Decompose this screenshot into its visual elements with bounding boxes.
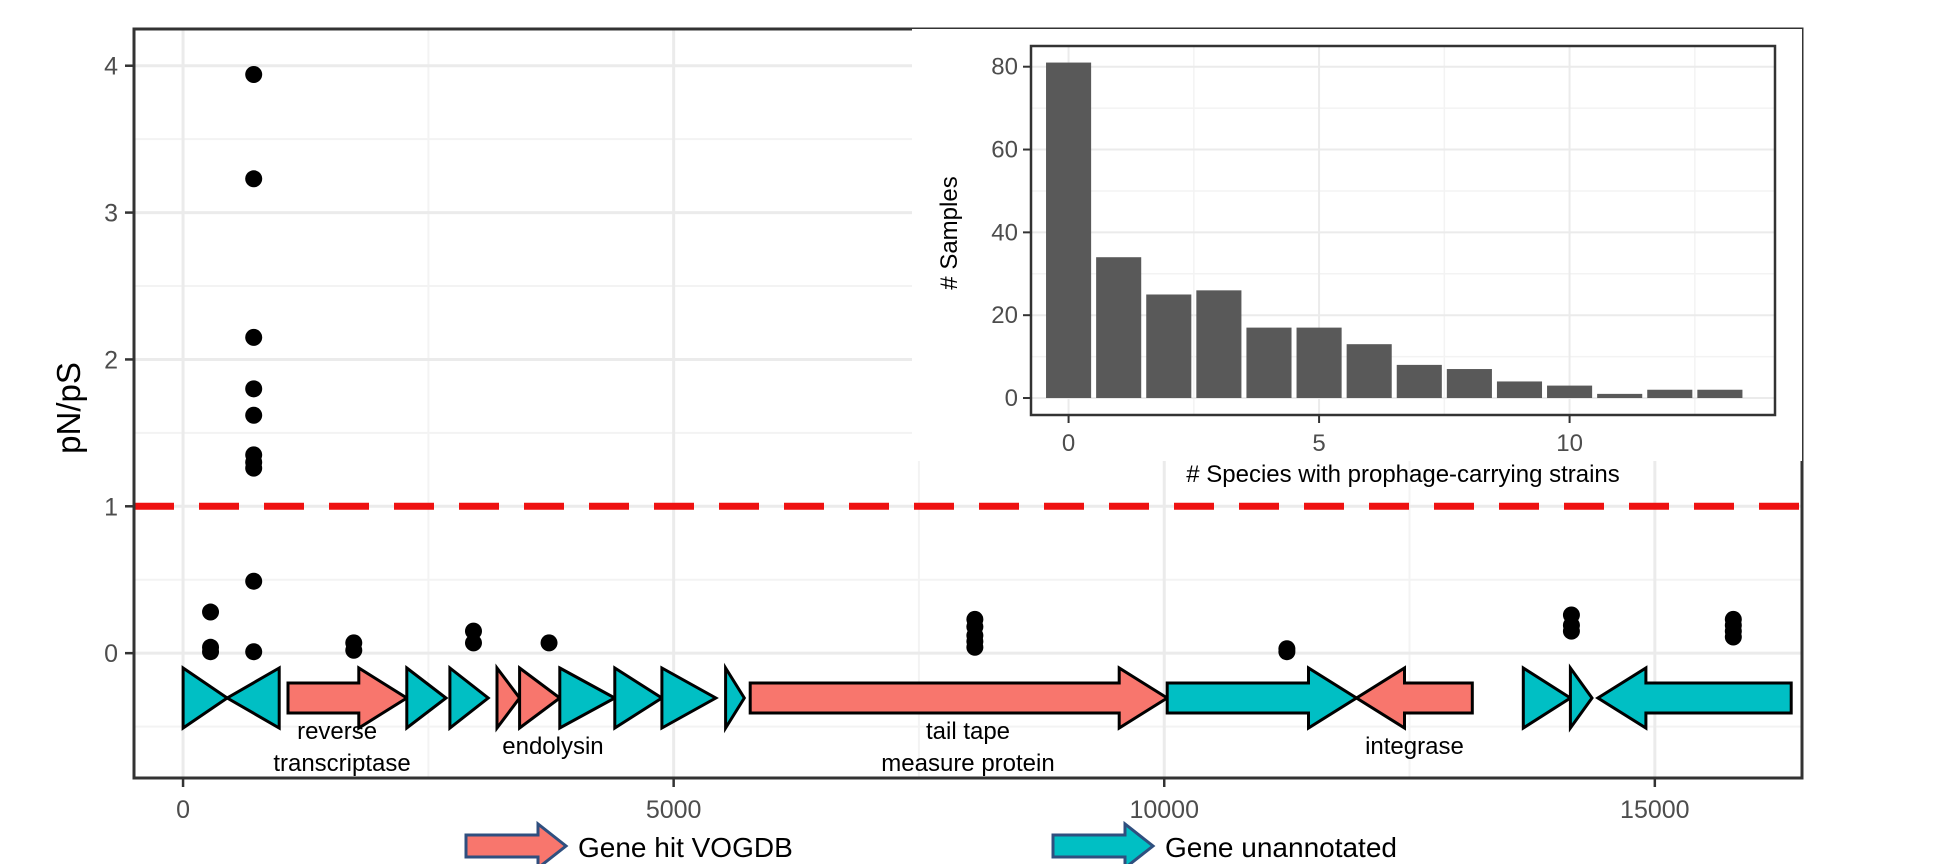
- gene-label: integrase: [1365, 733, 1464, 760]
- gene-arrow-unannotated: [1165, 665, 1360, 731]
- gene-arrow-unannotated: [448, 664, 491, 732]
- pnps-point: [1724, 628, 1742, 646]
- main-x-tick-label: 5000: [646, 796, 702, 824]
- inset-bar: [1146, 294, 1192, 399]
- gene-arrow-unannotated: [181, 665, 230, 731]
- inset-x-axis: 0 5 10: [1062, 415, 1583, 457]
- inset-histogram: 0 20 40 60 80 0 5 10 # Samples # Species with …: [912, 29, 1802, 488]
- gene-arrow-unannotated: [558, 665, 618, 731]
- gene-arrow-vogdb: [495, 663, 522, 733]
- inset-y-tick-label: 40: [991, 219, 1018, 246]
- main-x-axis: 0 5000 10000 15000: [176, 778, 1690, 824]
- pnps-point: [245, 380, 263, 398]
- pnps-point: [464, 622, 482, 640]
- gene-arrow-unannotated: [1568, 663, 1594, 733]
- inset-bar: [1647, 389, 1693, 399]
- inset-bar: [1296, 327, 1342, 399]
- pnps-point: [966, 638, 984, 656]
- inset-y-axis: 0 20 40 60 80: [991, 54, 1031, 412]
- main-x-tick-label: 10000: [1129, 796, 1199, 824]
- inset-bar: [1496, 381, 1543, 399]
- pnps-point: [1562, 622, 1580, 640]
- pnps-point: [345, 641, 363, 659]
- inset-bars: [1046, 62, 1743, 399]
- inset-bar: [1446, 369, 1492, 399]
- pnps-point: [540, 634, 558, 652]
- gene-label: transcriptase: [273, 750, 410, 777]
- legend-label-unannotated: Gene unannotated: [1165, 832, 1397, 863]
- legend-key-unannotated: [1051, 820, 1156, 864]
- inset-bar: [1396, 364, 1442, 399]
- inset-bar: [1046, 62, 1092, 399]
- gene-map: [181, 662, 1793, 734]
- gene-arrow-unannotated: [224, 665, 281, 731]
- inset-y-axis-title: # Samples: [936, 176, 963, 289]
- gene-arrow-unannotated: [660, 665, 719, 731]
- pnps-point: [245, 643, 263, 661]
- pnps-point: [245, 459, 263, 477]
- inset-bar: [1196, 290, 1242, 399]
- gene-label: endolysin: [502, 733, 603, 760]
- inset-panel-border: [1029, 44, 1777, 417]
- inset-plot-area: [1031, 46, 1775, 415]
- legend: Gene hit VOGDB Gene unannotated: [464, 820, 1397, 864]
- inset-bar: [1246, 327, 1292, 399]
- main-x-tick-label: 0: [176, 796, 190, 824]
- pnps-point: [245, 328, 263, 346]
- pnps-point: [202, 603, 220, 621]
- main-y-axis: 0 1 2 3 4: [104, 53, 134, 668]
- gene-arrow-unannotated: [724, 662, 747, 734]
- inset-bar: [1547, 385, 1593, 399]
- gene-label: reverse: [297, 718, 377, 745]
- pnps-point: [202, 643, 220, 661]
- pnps-point: [245, 170, 263, 188]
- pnps-point: [245, 572, 263, 590]
- main-y-tick-label: 4: [104, 53, 118, 81]
- gene-label: tail tape: [926, 718, 1010, 745]
- pnps-points: [202, 66, 1742, 661]
- gene-arrow-unannotated: [405, 664, 449, 732]
- main-y-tick-label: 2: [104, 346, 118, 374]
- inset-bar: [1346, 344, 1392, 399]
- pnps-point: [245, 66, 263, 84]
- gene-arrow-unannotated: [613, 665, 665, 731]
- inset-x-tick-label: 10: [1556, 430, 1583, 457]
- inset-x-tick-label: 5: [1312, 430, 1325, 457]
- legend-key-vogdb: [464, 820, 569, 864]
- main-y-tick-label: 1: [104, 493, 118, 521]
- gene-labels: reverse transcriptase endolysin tail tape me…: [273, 718, 1463, 777]
- main-y-tick-label: 0: [104, 640, 118, 668]
- gene-arrow-vogdb: [518, 665, 563, 731]
- inset-bar: [1697, 389, 1743, 399]
- inset-x-axis-title: # Species with prophage-carrying strains: [1186, 461, 1620, 488]
- inset-y-tick-label: 60: [991, 137, 1018, 164]
- gene-label: measure protein: [881, 750, 1054, 777]
- inset-y-tick-label: 20: [991, 302, 1018, 329]
- inset-x-tick-label: 0: [1062, 430, 1075, 457]
- legend-label-vogdb: Gene hit VOGDB: [578, 832, 793, 863]
- main-y-axis-title: pN/pS: [50, 362, 87, 454]
- pnps-point: [245, 406, 263, 424]
- pnps-point: [1278, 643, 1296, 661]
- gene-arrow-vogdb: [748, 665, 1171, 731]
- inset-bar: [1096, 257, 1142, 399]
- main-y-tick-label: 3: [104, 200, 118, 228]
- inset-y-tick-label: 80: [991, 54, 1018, 81]
- gene-arrow-unannotated: [1595, 665, 1793, 731]
- gene-arrow-unannotated: [1521, 665, 1574, 731]
- inset-y-tick-label: 0: [1005, 385, 1018, 412]
- inset-bar: [1597, 393, 1643, 399]
- main-x-tick-label: 15000: [1620, 796, 1690, 824]
- gene-arrow-vogdb: [1353, 665, 1474, 731]
- gene-arrow-vogdb: [286, 665, 410, 731]
- pnps-point: [464, 634, 482, 652]
